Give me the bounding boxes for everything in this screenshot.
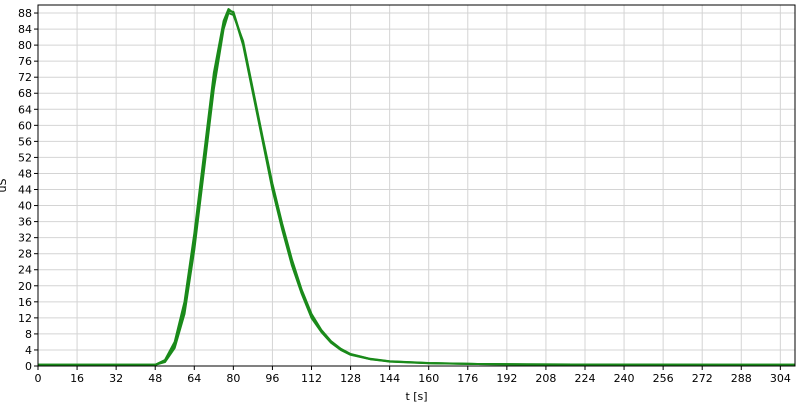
y-tick-label: 88 xyxy=(18,7,32,20)
x-tick-label: 0 xyxy=(35,372,42,385)
series-line-1 xyxy=(38,8,795,366)
series-lines xyxy=(38,8,795,366)
x-axis-label: t [s] xyxy=(405,390,427,403)
x-tick-label: 112 xyxy=(301,372,322,385)
x-tick-label: 80 xyxy=(226,372,240,385)
x-tick-label: 48 xyxy=(148,372,162,385)
y-axis-ticks: 0481216202428323640444852566064687276808… xyxy=(18,7,38,373)
y-tick-label: 12 xyxy=(18,312,32,325)
y-tick-label: 36 xyxy=(18,216,32,229)
x-tick-label: 32 xyxy=(109,372,123,385)
x-tick-label: 144 xyxy=(379,372,400,385)
y-tick-label: 72 xyxy=(18,71,32,84)
x-tick-label: 272 xyxy=(692,372,713,385)
y-tick-label: 48 xyxy=(18,167,32,180)
y-tick-label: 56 xyxy=(18,135,32,148)
series-line-2 xyxy=(38,12,795,366)
x-tick-label: 208 xyxy=(535,372,556,385)
y-tick-label: 16 xyxy=(18,296,32,309)
y-tick-label: 76 xyxy=(18,55,32,68)
x-tick-label: 64 xyxy=(187,372,201,385)
y-tick-label: 64 xyxy=(18,103,32,116)
grid-lines xyxy=(37,5,795,367)
x-tick-label: 256 xyxy=(653,372,674,385)
x-axis-ticks: 0 16 32 48 64 80 96 112 128 144 160 176 192 208 224 240… xyxy=(35,366,791,385)
x-tick-label: 96 xyxy=(265,372,279,385)
x-tick-label: 288 xyxy=(731,372,752,385)
y-tick-label: 0 xyxy=(25,360,32,373)
x-tick-label: 16 xyxy=(70,372,84,385)
x-tick-label: 176 xyxy=(457,372,478,385)
x-tick-label: 240 xyxy=(614,372,635,385)
y-tick-label: 60 xyxy=(18,119,32,132)
y-tick-label: 40 xyxy=(18,200,32,213)
y-tick-label: 20 xyxy=(18,280,32,293)
x-tick-label: 160 xyxy=(418,372,439,385)
x-tick-label: 224 xyxy=(574,372,595,385)
y-tick-label: 28 xyxy=(18,248,32,261)
plot-frame xyxy=(37,4,796,367)
y-tick-label: 52 xyxy=(18,151,32,164)
y-tick-label: 24 xyxy=(18,264,32,277)
x-tick-label: 192 xyxy=(496,372,517,385)
y-tick-label: 80 xyxy=(18,39,32,52)
x-tick-label: 128 xyxy=(340,372,361,385)
y-tick-label: 32 xyxy=(18,232,32,245)
y-tick-label: 4 xyxy=(25,344,32,357)
y-tick-label: 68 xyxy=(18,87,32,100)
y-tick-label: 84 xyxy=(18,23,32,36)
series-line-3 xyxy=(38,10,795,366)
y-tick-label: 8 xyxy=(25,328,32,341)
x-tick-label: 304 xyxy=(770,372,791,385)
y-axis-label: uS xyxy=(0,179,9,193)
y-tick-label: 44 xyxy=(18,184,32,197)
